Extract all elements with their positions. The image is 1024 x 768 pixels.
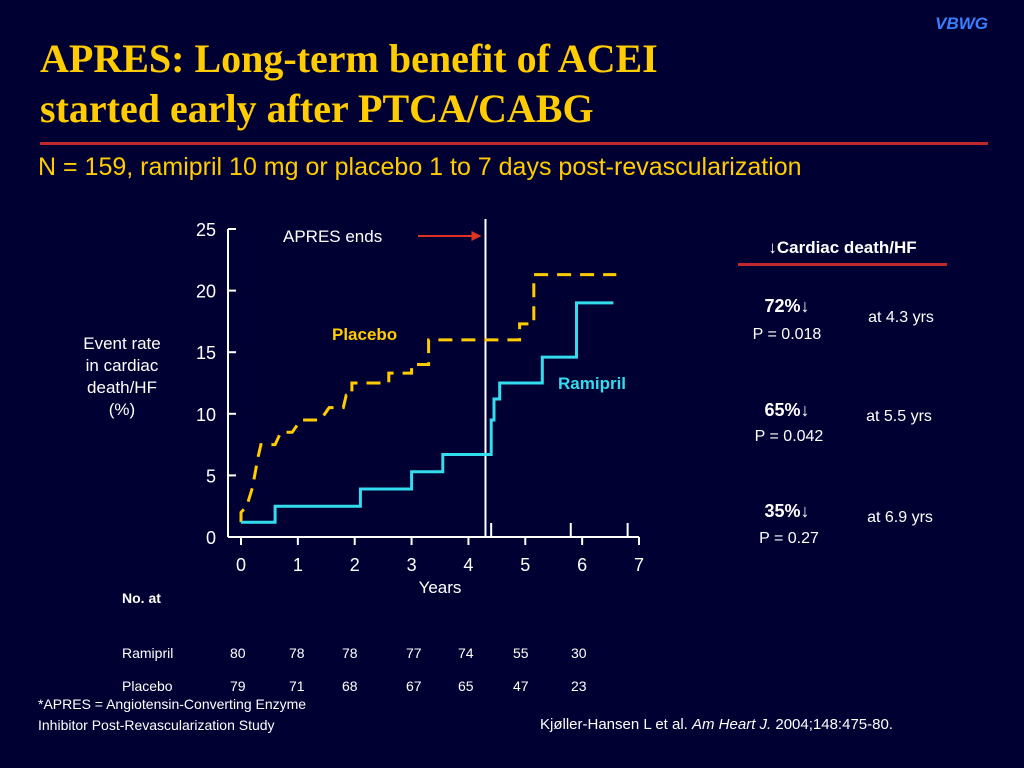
- x-tick-label: 2: [350, 555, 360, 575]
- title-line-1: APRES: Long-term benefit of ACEI: [40, 36, 658, 81]
- x-tick-label: 5: [520, 555, 530, 575]
- chart-labels: 0 5 10 15 20 25 0 1 2 3 4 5 6 7 Years APRES ends Placebo…: [196, 220, 644, 597]
- down-arrow-icon: ↓: [768, 238, 777, 257]
- citation-journal: Am Heart J.: [692, 716, 772, 733]
- x-tick-label: 3: [407, 555, 417, 575]
- risk-cell: 74: [458, 645, 474, 661]
- stat-reduction: 72%↓: [764, 296, 810, 316]
- risk-cell: 79: [230, 678, 246, 694]
- annotation-label: APRES ends: [283, 227, 382, 246]
- risk-cell: 78: [342, 645, 358, 661]
- y-tick-label: 10: [196, 405, 216, 425]
- y-tick-label: 0: [206, 528, 216, 548]
- risk-cell: 77: [406, 645, 422, 661]
- x-tick-label: 0: [236, 555, 246, 575]
- slide-subtitle: N = 159, ramipril 10 mg or placebo 1 to …: [38, 153, 802, 181]
- citation-authors: Kjøller-Hansen L et al.: [540, 716, 693, 733]
- series-line-ramipril: [241, 301, 614, 524]
- risk-cell: 47: [513, 678, 529, 694]
- stat-reduction: 35%↓: [764, 501, 810, 521]
- citation: Kjøller-Hansen L et al. Am Heart J. 2004…: [540, 716, 893, 733]
- stat-p-value: P = 0.018: [752, 326, 822, 343]
- citation-details: 2004;148:475-80.: [771, 716, 893, 733]
- title-divider: [40, 142, 988, 145]
- risk-cell: 30: [571, 645, 587, 661]
- risk-cell: 23: [571, 678, 587, 694]
- stat-p-value: P = 0.042: [754, 428, 824, 445]
- stat-timepoint: at 6.9 yrs: [867, 509, 933, 526]
- y-axis-label: Event rate in cardiac death/HF (%): [60, 333, 184, 421]
- risk-cell: 68: [342, 678, 358, 694]
- y-label-line: in cardiac: [85, 356, 159, 375]
- risk-cell: 65: [458, 678, 474, 694]
- y-tick-label: 25: [196, 220, 216, 240]
- y-label-line: Event rate: [83, 334, 161, 353]
- stats-header-label: Cardiac death/HF: [776, 238, 917, 257]
- y-label-line: (%): [108, 400, 136, 419]
- arrow-head-icon: [471, 231, 482, 241]
- stats-header: ↓Cardiac death/HF: [740, 238, 945, 258]
- risk-cell: 78: [289, 645, 305, 661]
- footnote-line: Inhibitor Post-Revascularization Study: [38, 717, 275, 733]
- stat-reduction: 65%↓: [764, 400, 810, 420]
- y-tick-label: 15: [196, 343, 216, 363]
- series-label-placebo: Placebo: [332, 325, 397, 344]
- y-label-line: death/HF: [87, 378, 157, 397]
- x-axis-title: Years: [419, 578, 462, 597]
- chart-axes: [227, 219, 640, 545]
- stat-timepoint: at 5.5 yrs: [866, 408, 932, 425]
- slide-title: APRES: Long-term benefit of ACEI started…: [40, 34, 940, 134]
- y-tick-label: 5: [206, 466, 216, 486]
- x-tick-label: 1: [293, 555, 303, 575]
- footnote: *APRES = Angiotensin-Converting Enzyme I…: [38, 694, 306, 736]
- footnote-line: *APRES = Angiotensin-Converting Enzyme: [38, 696, 307, 712]
- x-tick-label: 7: [634, 555, 644, 575]
- risk-table-header: No. at: [122, 590, 161, 606]
- series-line-placebo: [239, 273, 617, 523]
- stats-divider: [738, 263, 947, 266]
- risk-cell: 67: [406, 678, 422, 694]
- stat-timepoint: at 4.3 yrs: [868, 309, 934, 326]
- brand-logo-text: VBWG: [935, 14, 988, 33]
- chart-series: [239, 273, 617, 524]
- risk-cell: 71: [289, 678, 305, 694]
- x-tick-label: 6: [577, 555, 587, 575]
- risk-cell: 55: [513, 645, 529, 661]
- risk-row-label: Placebo: [122, 678, 173, 694]
- y-tick-label: 20: [196, 282, 216, 302]
- x-tick-label: 4: [463, 555, 473, 575]
- stat-p-value: P = 0.27: [759, 530, 819, 547]
- risk-cell: 80: [230, 645, 246, 661]
- series-label-ramipril: Ramipril: [558, 374, 626, 393]
- risk-row-label: Ramipril: [122, 645, 174, 661]
- title-line-2: started early after PTCA/CABG: [40, 86, 594, 131]
